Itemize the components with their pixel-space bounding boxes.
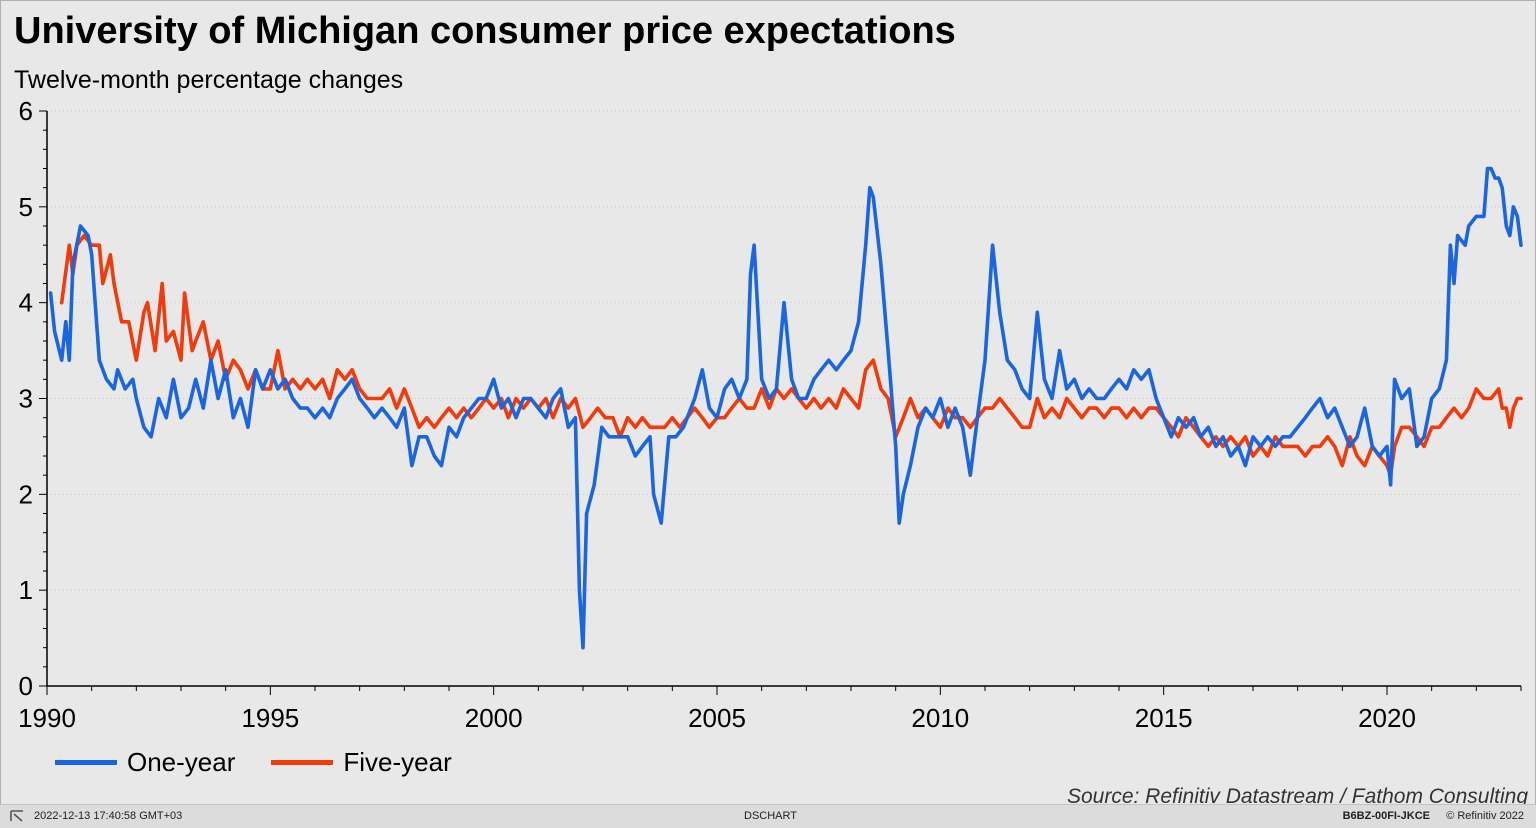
footer-copyright: © Refinitiv 2022 <box>1446 810 1524 822</box>
series-line-five-year <box>59 233 1523 477</box>
legend-swatch-five-year <box>271 759 334 765</box>
y-tick-label-5: 5 <box>19 192 33 222</box>
y-tick-label-4: 4 <box>19 288 33 318</box>
x-tick-label-2020: 2020 <box>1358 703 1416 733</box>
legend-item-five-year: Five-year <box>271 746 452 778</box>
legend-swatch-one-year <box>55 759 117 765</box>
chart-subtitle: Twelve-month percentage changes <box>14 66 404 94</box>
y-tick-label-2: 2 <box>19 479 33 509</box>
footer-timestamp: 2022-12-13 17:40:58 GMT+03 <box>34 810 183 822</box>
x-tick-label-1995: 1995 <box>241 703 299 733</box>
legend-label-five-year: Five-year <box>343 746 452 777</box>
chart-legend: One-year Five-year <box>55 744 488 780</box>
series-line-one-year <box>48 166 1523 650</box>
x-tick-label-2015: 2015 <box>1135 703 1193 733</box>
x-tick-label-2005: 2005 <box>688 703 746 733</box>
y-tick-label-1: 1 <box>19 575 33 605</box>
x-tick-label-2010: 2010 <box>911 703 969 733</box>
legend-label-one-year: One-year <box>127 746 236 777</box>
chart-title: University of Michigan consumer price ex… <box>14 10 956 52</box>
footer-code: B6BZ-00FI-JKCE <box>1342 810 1430 822</box>
x-tick-label-1990: 1990 <box>18 703 76 733</box>
y-tick-label-0: 0 <box>19 671 33 701</box>
datastream-logo-icon <box>10 810 23 822</box>
source-note: Source: Refinitiv Datastream / Fathom Co… <box>1066 785 1528 808</box>
line-chart: 0 1 2 3 4 5 6 1990 1995 2000 2005 2010 2015 2020 <box>18 96 1523 733</box>
y-tick-label-3: 3 <box>19 384 33 414</box>
x-tick-label-2000: 2000 <box>465 703 523 733</box>
footer-bar: 2022-12-13 17:40:58 GMT+03 DSCHART B6BZ-… <box>0 804 1536 828</box>
footer-program: DSCHART <box>744 810 797 822</box>
y-tick-label-6: 6 <box>19 96 33 126</box>
legend-item-one-year: One-year <box>55 747 235 778</box>
